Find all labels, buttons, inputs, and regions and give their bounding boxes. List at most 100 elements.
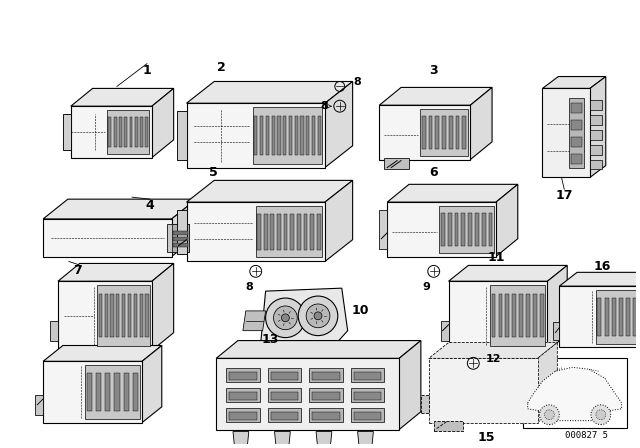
Polygon shape xyxy=(104,294,108,337)
Text: 16: 16 xyxy=(593,260,611,273)
Polygon shape xyxy=(186,82,353,103)
Circle shape xyxy=(273,306,297,330)
Text: 11: 11 xyxy=(487,251,505,264)
Polygon shape xyxy=(271,412,298,420)
Polygon shape xyxy=(317,214,321,250)
Polygon shape xyxy=(43,219,172,257)
Polygon shape xyxy=(317,116,321,155)
Polygon shape xyxy=(482,213,486,246)
Polygon shape xyxy=(590,145,602,155)
Polygon shape xyxy=(571,103,582,113)
Polygon shape xyxy=(289,116,292,155)
Polygon shape xyxy=(226,408,260,422)
Text: 14: 14 xyxy=(0,447,1,448)
Polygon shape xyxy=(441,213,445,246)
Polygon shape xyxy=(325,181,353,262)
Polygon shape xyxy=(590,77,606,177)
Polygon shape xyxy=(571,137,582,147)
Polygon shape xyxy=(354,392,381,400)
Polygon shape xyxy=(380,105,470,159)
Polygon shape xyxy=(167,224,189,252)
Polygon shape xyxy=(351,408,384,422)
Polygon shape xyxy=(177,111,186,159)
Circle shape xyxy=(596,410,606,420)
Polygon shape xyxy=(116,294,120,337)
Polygon shape xyxy=(538,343,557,422)
Polygon shape xyxy=(177,210,186,254)
Polygon shape xyxy=(271,116,275,155)
Text: 3: 3 xyxy=(429,64,438,77)
Polygon shape xyxy=(114,116,116,147)
Text: 5: 5 xyxy=(209,166,218,179)
Polygon shape xyxy=(470,87,492,159)
Circle shape xyxy=(298,296,338,336)
Polygon shape xyxy=(264,214,268,250)
Polygon shape xyxy=(387,184,518,202)
Text: 8: 8 xyxy=(320,101,328,111)
Polygon shape xyxy=(172,224,189,252)
Polygon shape xyxy=(568,98,584,168)
Polygon shape xyxy=(142,345,162,422)
Polygon shape xyxy=(612,298,616,336)
Polygon shape xyxy=(271,214,274,250)
Polygon shape xyxy=(351,388,384,402)
Polygon shape xyxy=(306,116,309,155)
Polygon shape xyxy=(253,107,322,164)
Polygon shape xyxy=(291,214,294,250)
Polygon shape xyxy=(43,345,162,362)
Polygon shape xyxy=(456,116,460,149)
Polygon shape xyxy=(152,88,173,158)
Text: 4: 4 xyxy=(145,199,154,212)
Text: 12: 12 xyxy=(486,354,502,364)
Polygon shape xyxy=(173,237,188,241)
Circle shape xyxy=(266,298,305,338)
Polygon shape xyxy=(257,214,261,250)
Polygon shape xyxy=(271,392,298,400)
Polygon shape xyxy=(461,213,465,246)
Polygon shape xyxy=(571,154,582,164)
Polygon shape xyxy=(571,120,582,130)
Polygon shape xyxy=(300,116,303,155)
Circle shape xyxy=(540,405,559,425)
Polygon shape xyxy=(605,298,609,336)
Polygon shape xyxy=(597,298,602,336)
Text: 6: 6 xyxy=(429,166,438,179)
Polygon shape xyxy=(526,294,530,337)
Polygon shape xyxy=(186,181,353,202)
Polygon shape xyxy=(268,368,301,382)
Polygon shape xyxy=(140,294,143,337)
Polygon shape xyxy=(140,116,143,147)
Polygon shape xyxy=(380,210,387,249)
Polygon shape xyxy=(492,294,495,337)
Polygon shape xyxy=(354,412,381,420)
Polygon shape xyxy=(173,243,188,247)
Polygon shape xyxy=(271,372,298,380)
Polygon shape xyxy=(354,372,381,380)
Polygon shape xyxy=(124,116,127,147)
Circle shape xyxy=(314,312,322,320)
Polygon shape xyxy=(351,368,384,382)
Polygon shape xyxy=(309,388,343,402)
Polygon shape xyxy=(226,368,260,382)
Polygon shape xyxy=(440,321,449,340)
Polygon shape xyxy=(309,408,343,422)
Polygon shape xyxy=(422,116,426,149)
Polygon shape xyxy=(421,395,429,413)
Polygon shape xyxy=(559,286,640,348)
Text: 15: 15 xyxy=(477,431,495,444)
Polygon shape xyxy=(325,82,353,168)
Circle shape xyxy=(282,314,289,322)
Polygon shape xyxy=(256,206,322,258)
Polygon shape xyxy=(134,294,137,337)
Polygon shape xyxy=(384,158,409,169)
Polygon shape xyxy=(499,294,502,337)
Polygon shape xyxy=(429,343,557,358)
Polygon shape xyxy=(277,116,280,155)
Polygon shape xyxy=(84,365,140,419)
Polygon shape xyxy=(358,431,373,448)
Polygon shape xyxy=(233,431,249,448)
Text: 8: 8 xyxy=(245,282,253,292)
Polygon shape xyxy=(133,373,138,411)
Circle shape xyxy=(545,410,554,420)
Polygon shape xyxy=(488,213,492,246)
